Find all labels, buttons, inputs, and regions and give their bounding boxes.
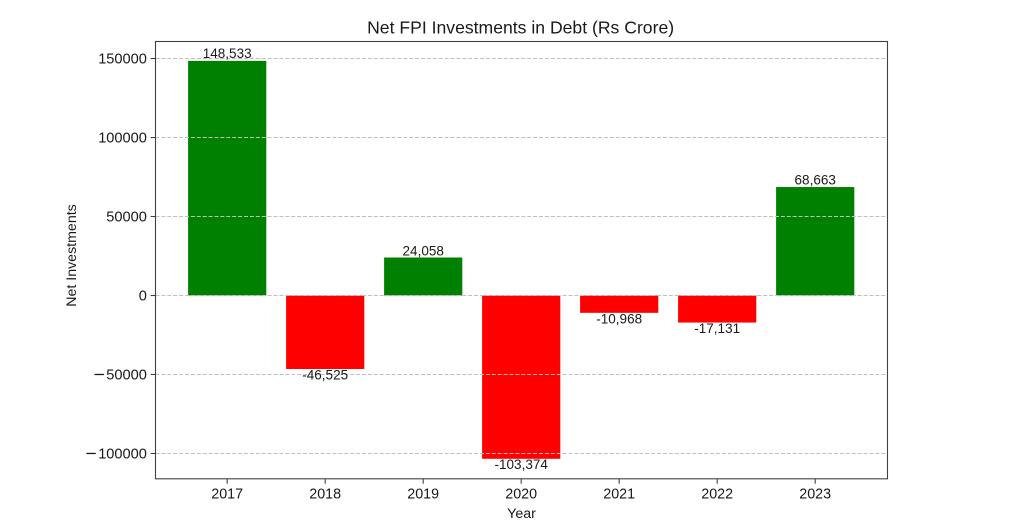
svg-text:100000: 100000 xyxy=(98,130,147,146)
svg-text:2022: 2022 xyxy=(701,487,733,503)
svg-text:2021: 2021 xyxy=(603,487,635,503)
svg-text:2023: 2023 xyxy=(799,487,831,503)
svg-text:Net FPI Investments in Debt (R: Net FPI Investments in Debt (Rs Crore) xyxy=(367,18,674,38)
svg-text:50000: 50000 xyxy=(106,209,147,225)
svg-text:150000: 150000 xyxy=(98,51,147,67)
svg-text:100000: 100000 xyxy=(98,446,147,462)
svg-text:24,058: 24,058 xyxy=(403,243,444,258)
svg-text:-103,374: -103,374 xyxy=(495,457,549,472)
svg-text:2018: 2018 xyxy=(309,487,341,503)
svg-text:68,663: 68,663 xyxy=(795,173,836,188)
svg-text:2020: 2020 xyxy=(505,487,537,503)
svg-text:148,533: 148,533 xyxy=(203,46,252,61)
svg-text:-17,131: -17,131 xyxy=(694,321,740,336)
svg-text:2017: 2017 xyxy=(211,487,243,503)
svg-text:-46,525: -46,525 xyxy=(302,368,348,383)
svg-text:50000: 50000 xyxy=(106,367,147,383)
svg-text:0: 0 xyxy=(139,288,147,304)
svg-text:Year: Year xyxy=(507,506,536,522)
svg-text:-10,968: -10,968 xyxy=(596,311,642,326)
svg-text:2019: 2019 xyxy=(407,487,439,503)
svg-text:Net Investments: Net Investments xyxy=(64,204,80,307)
